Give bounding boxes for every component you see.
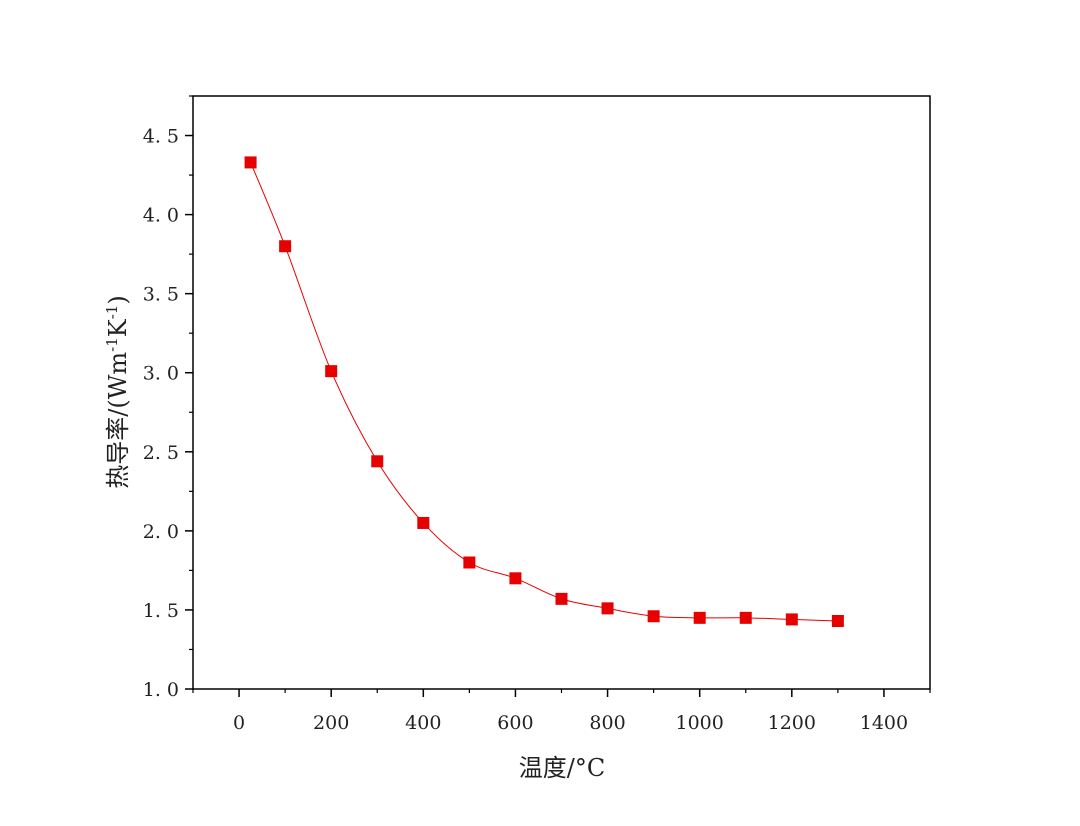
series-line bbox=[250, 162, 838, 622]
y-axis-title-mid: K bbox=[104, 318, 132, 337]
y-tick-label: 4. 0 bbox=[143, 205, 179, 227]
data-point bbox=[325, 365, 338, 378]
axis-ticks bbox=[185, 95, 931, 697]
tick-labels: 0 200 400 600 800 1000 1200 1400 1. 0 1. 5 2. 0 2. … bbox=[143, 126, 908, 734]
y-tick-label: 3. 5 bbox=[143, 284, 179, 306]
y-tick-label: 1. 5 bbox=[143, 600, 179, 622]
y-axis-title: 热导率/(Wm-1K-1) bbox=[103, 295, 132, 488]
data-point bbox=[647, 610, 660, 623]
x-tick-label: 1000 bbox=[676, 712, 724, 734]
x-tick-label: 600 bbox=[497, 712, 533, 734]
x-tick-label: 200 bbox=[313, 712, 349, 734]
y-tick-label: 2. 5 bbox=[143, 442, 179, 464]
x-tick-label: 1400 bbox=[860, 712, 908, 734]
data-point bbox=[463, 556, 476, 569]
x-tick-label: 1200 bbox=[768, 712, 816, 734]
data-point bbox=[693, 611, 706, 624]
x-tick-label: 0 bbox=[233, 712, 245, 734]
y-tick-label: 1. 0 bbox=[143, 679, 179, 701]
data-point bbox=[785, 613, 798, 626]
data-point bbox=[601, 602, 614, 615]
y-tick-label: 2. 0 bbox=[143, 521, 179, 543]
y-axis-title-suffix: ) bbox=[104, 295, 132, 304]
data-point bbox=[417, 516, 430, 529]
y-tick-label: 3. 0 bbox=[143, 363, 179, 385]
data-point bbox=[244, 156, 257, 169]
y-tick-label: 4. 5 bbox=[143, 126, 179, 148]
x-tick-label: 800 bbox=[589, 712, 625, 734]
y-axis-title-sup2: -1 bbox=[103, 305, 121, 320]
data-markers bbox=[244, 156, 844, 628]
data-point bbox=[739, 611, 752, 624]
y-axis-title-sup1: -1 bbox=[103, 337, 121, 352]
x-axis-title: 温度/°C bbox=[519, 754, 605, 782]
data-point bbox=[831, 615, 844, 628]
x-tick-label: 400 bbox=[405, 712, 441, 734]
y-axis-title-prefix: 热导率/(Wm bbox=[104, 352, 132, 489]
data-point bbox=[279, 240, 292, 253]
data-point bbox=[509, 572, 522, 585]
data-point bbox=[555, 592, 568, 605]
data-point bbox=[371, 455, 384, 468]
